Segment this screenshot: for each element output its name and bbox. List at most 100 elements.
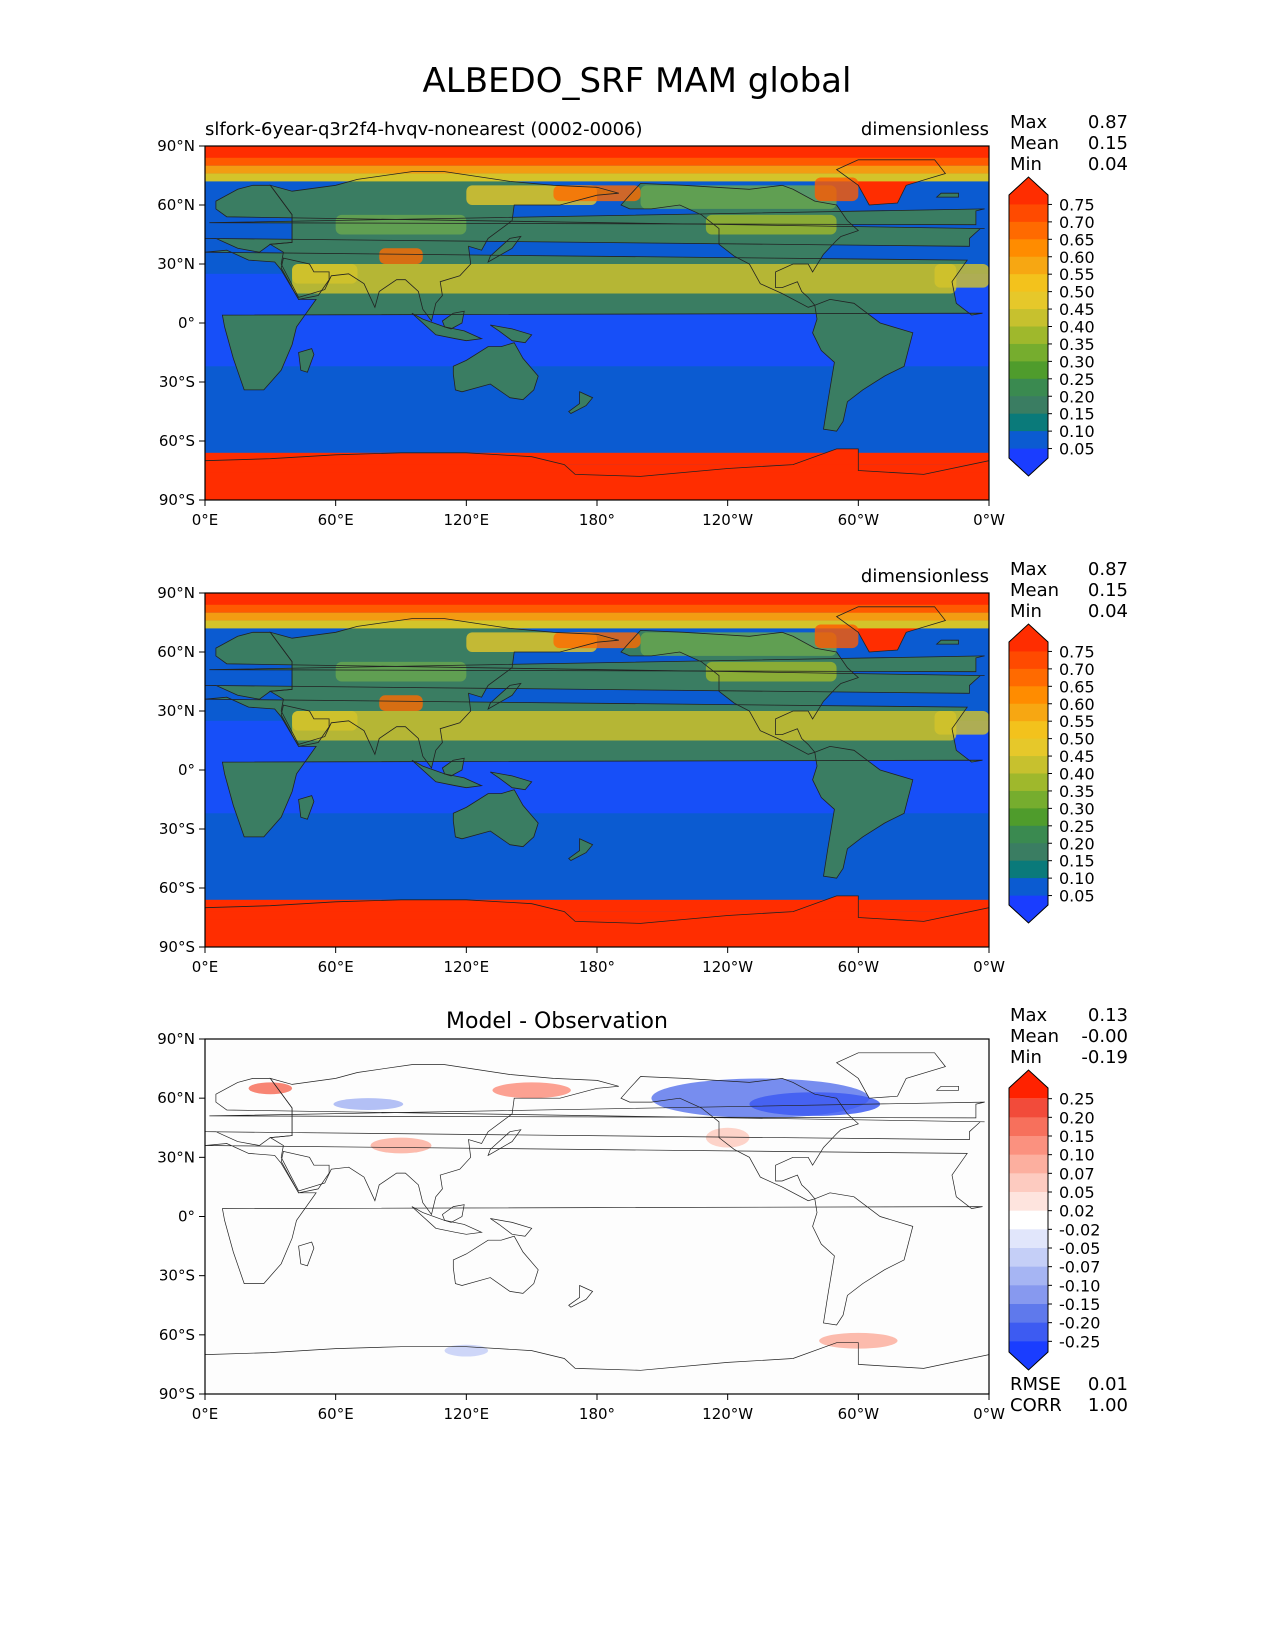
land-madagascar: [298, 795, 314, 820]
colorbar-label: 0.70: [1059, 660, 1095, 679]
land-newguinea: [490, 772, 532, 790]
colorbar-segment: [1009, 860, 1048, 879]
stat-value: 0.15: [1088, 580, 1128, 601]
stat-label: Min: [1010, 1047, 1042, 1068]
colorbar-segment: [1009, 1304, 1048, 1324]
difference-blob: [749, 1092, 881, 1116]
colorbar-segment: [1009, 1210, 1048, 1230]
albedo-band: [205, 593, 989, 605]
colorbar-segment: [1009, 703, 1048, 722]
colorbar-label: 0.45: [1059, 300, 1095, 319]
land-newguinea: [490, 325, 532, 343]
x-tick-label: 120°E: [444, 958, 490, 976]
vegetation-patch: [705, 214, 837, 235]
coastline-arabia: [280, 257, 330, 300]
colorbar-label: 0.25: [1059, 1090, 1095, 1109]
colorbar-label: 0.75: [1059, 642, 1095, 661]
land-australia: [453, 342, 539, 400]
stat-label: RMSE: [1010, 1374, 1061, 1395]
x-tick-label: 0°E: [192, 958, 219, 976]
colorbar-label: 0.20: [1059, 387, 1095, 406]
colorbar-segment: [1009, 1248, 1048, 1268]
panel-title-left: slfork-6year-q3r2f4-hvqv-nonearest (0002…: [205, 119, 643, 140]
colorbar-segment: [1009, 825, 1048, 844]
colorbar-segment: [1009, 431, 1048, 450]
colorbar-label: 0.30: [1059, 799, 1095, 818]
colorbar-segment: [1009, 1154, 1048, 1174]
colorbar-label: 0.35: [1059, 782, 1095, 801]
x-tick-label: 60°W: [838, 1405, 880, 1423]
colorbar-label: 0.25: [1059, 370, 1095, 389]
coastline-indonesia: [411, 1206, 483, 1235]
coastline-newguinea: [490, 771, 533, 791]
colorbar-segment: [1009, 1098, 1048, 1118]
colorbar-extend-bottom: [1009, 895, 1048, 923]
y-tick-label: 60°S: [159, 1326, 195, 1344]
land-asia: [270, 171, 619, 321]
land-indonesia: [411, 760, 482, 788]
colorbar-label: 0.15: [1059, 1127, 1095, 1146]
coastline-uk: [209, 208, 985, 226]
albedo-band: [205, 472, 989, 500]
colorbar-label: 0.10: [1059, 1146, 1095, 1165]
colorbar-segment: [1009, 361, 1048, 380]
colorbar-extend-top: [1009, 177, 1048, 205]
colorbar-label: 0.65: [1059, 677, 1095, 696]
coastline-borneo: [441, 310, 465, 330]
vegetation-patch: [640, 185, 837, 209]
stat-value: 0.04: [1088, 601, 1128, 622]
land-southam: [812, 299, 913, 432]
stat-value: 0.13: [1088, 1005, 1128, 1026]
x-tick-label: 120°E: [444, 1405, 490, 1423]
colorbar-label: 0.10: [1059, 869, 1095, 888]
colorbar-label: 0.02: [1059, 1202, 1095, 1221]
difference-blob: [370, 1137, 432, 1154]
albedo-band: [205, 620, 989, 629]
colorbar-segment: [1009, 1136, 1048, 1156]
coastline-arabia: [280, 704, 330, 747]
difference-blob: [333, 1098, 404, 1111]
coastline-indonesia: [411, 759, 484, 789]
x-tick-label: 0°W: [973, 958, 1005, 976]
colorbar-label: 0.75: [1059, 195, 1095, 214]
colorbar-label: 0.05: [1059, 887, 1095, 906]
colorbar-label: 0.07: [1059, 1164, 1095, 1183]
colorbar-segment: [1009, 756, 1048, 774]
coastline-southam: [812, 745, 914, 879]
colorbar-label: 0.20: [1059, 1108, 1095, 1127]
colorbar-outline: [1008, 623, 1049, 924]
land-nz: [568, 838, 593, 861]
y-tick-label: 30°S: [159, 820, 195, 838]
colorbar-segment: [1009, 1173, 1048, 1193]
coastline-greenland: [835, 159, 947, 206]
stat-value: 0.01: [1088, 1374, 1128, 1395]
difference-blob: [819, 1332, 898, 1349]
x-tick-label: 180°: [579, 511, 615, 529]
albedo-band: [205, 464, 989, 473]
x-tick-label: 0°W: [973, 511, 1005, 529]
coastline-uk: [209, 655, 985, 673]
y-tick-label: 60°S: [159, 879, 195, 897]
y-tick-label: 30°N: [157, 1148, 195, 1166]
coastline-northam: [620, 1076, 859, 1202]
colorbar-segment: [1009, 239, 1048, 258]
x-tick-label: 120°W: [702, 958, 753, 976]
map-panel-2: 0°E 60°E 120°E 180° 120°W 60°W 0°W 90°N 60°N 30°N…: [157, 559, 1128, 976]
stat-value: 0.87: [1088, 559, 1128, 580]
coastline-madagascar: [298, 795, 315, 820]
land-madagascar: [298, 348, 314, 373]
y-tick-label: 30°N: [157, 255, 195, 273]
colorbar-segment: [1009, 721, 1048, 740]
colorbar-segment: [1009, 256, 1048, 275]
figure-title: ALBEDO_SRF MAM global: [423, 61, 852, 101]
map-panel-1: 0°E 60°E 120°E 180° 120°W 60°W 0°W 90°N 60°N 30°N…: [157, 112, 1128, 529]
colorbar-segment: [1009, 1192, 1048, 1212]
stat-value: 0.87: [1088, 112, 1128, 133]
stat-value: 0.15: [1088, 133, 1128, 154]
colorbar-label: 0.50: [1059, 730, 1095, 749]
coastline-nz: [568, 391, 594, 414]
coastline-australia: [452, 1235, 539, 1294]
colorbar-label: 0.05: [1059, 1183, 1095, 1202]
vegetation-patch: [379, 695, 423, 711]
